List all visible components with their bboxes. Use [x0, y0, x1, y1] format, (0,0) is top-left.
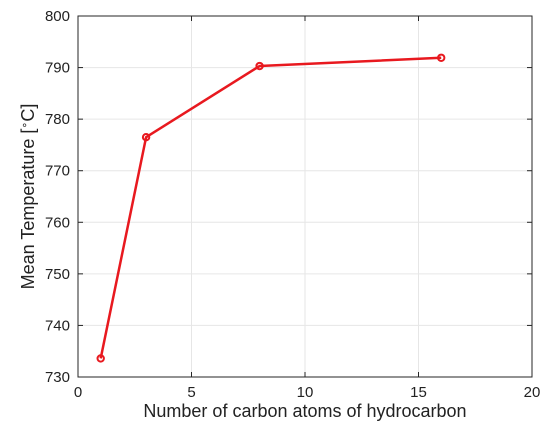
data-point [255, 61, 264, 71]
y-axis-label-suffix: C] [18, 104, 38, 122]
y-tick-label: 790 [45, 60, 70, 77]
y-axis-label-degree: ∘ [19, 122, 31, 129]
y-tick-label: 780 [45, 111, 70, 128]
y-tick-label: 740 [45, 317, 70, 334]
x-tick-label: 0 [74, 384, 82, 401]
y-tick-label: 760 [45, 214, 70, 231]
y-axis-label-prefix: Mean Temperature [ [18, 129, 38, 290]
x-tick-label: 15 [410, 384, 427, 401]
data-point [141, 132, 151, 142]
y-axis-ticks: 730 740 750 760 770 780 790 800 [45, 8, 532, 386]
x-axis-label: Number of carbon atoms of hydrocarbon [143, 401, 466, 421]
y-tick-label: 800 [45, 8, 70, 25]
data-point [437, 53, 446, 62]
series-line [99, 56, 442, 359]
x-tick-label: 20 [524, 384, 541, 401]
x-tick-label: 5 [187, 384, 195, 401]
y-tick-label: 770 [45, 163, 70, 180]
series-layer [96, 53, 446, 363]
y-tick-label: 750 [45, 266, 70, 283]
y-tick-label: 730 [45, 369, 70, 386]
x-tick-label: 10 [297, 384, 314, 401]
grid-lines [77, 15, 533, 378]
data-point [96, 354, 105, 363]
y-axis-label: Mean Temperature [∘C] [18, 104, 38, 290]
x-axis-ticks: 0 5 10 15 20 [74, 16, 541, 401]
